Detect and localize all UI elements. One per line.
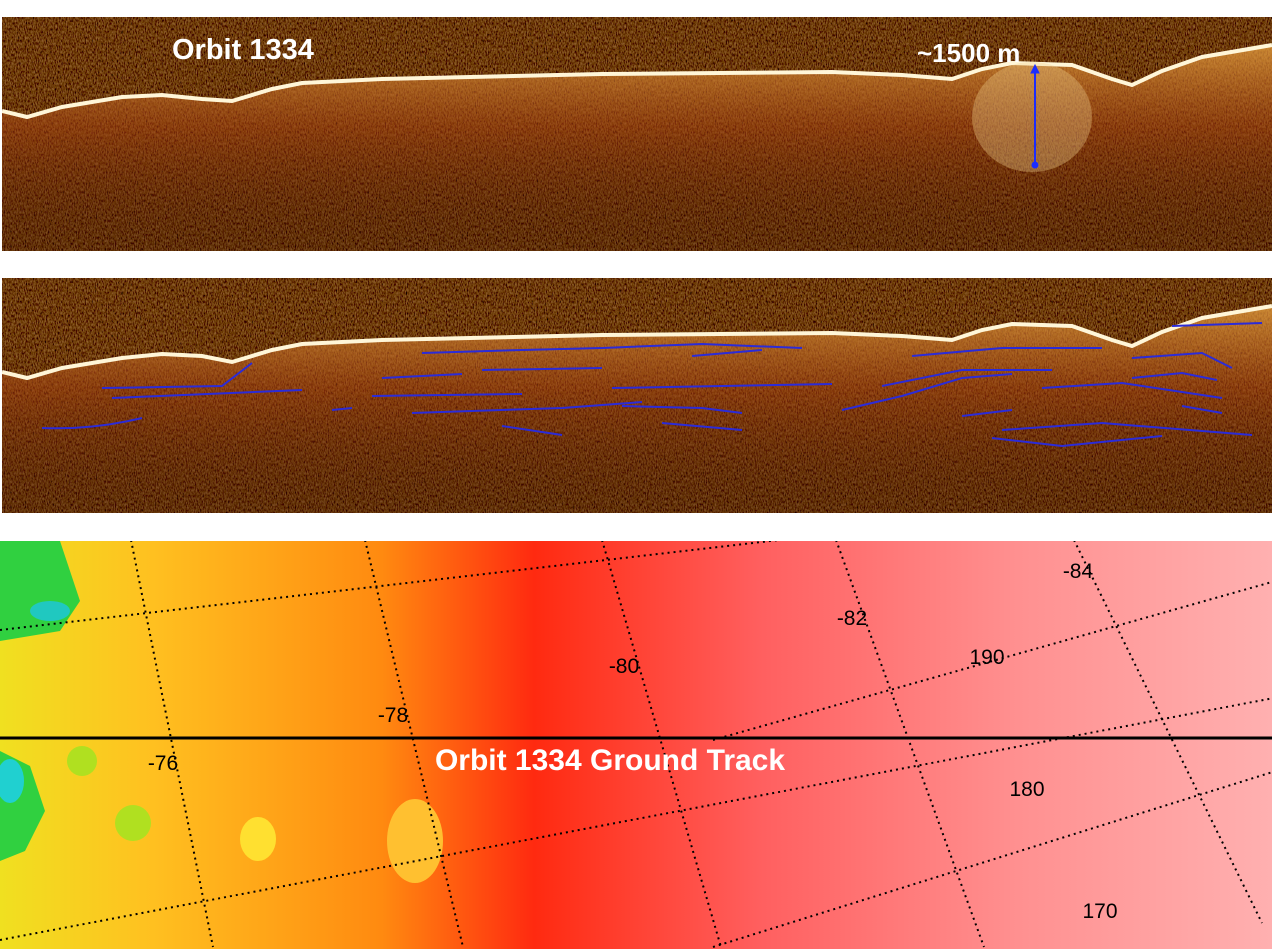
- latitude-label: -78: [378, 704, 408, 727]
- longitude-line: [712, 580, 1272, 741]
- layer-trace: [881, 369, 1052, 387]
- radargram-orbit-1334: Orbit 1334 ~1500 m: [2, 17, 1272, 251]
- latitude-label: -76: [148, 752, 178, 775]
- radargram-interpreted: [2, 278, 1272, 513]
- crater: [115, 805, 151, 841]
- latitude-line: [835, 541, 985, 948]
- layer-trace: [1131, 371, 1218, 381]
- longitude-label: 190: [969, 646, 1004, 669]
- layer-trace: [101, 362, 253, 389]
- surface-echo: [2, 304, 1272, 381]
- layer-trace: [331, 407, 353, 411]
- latitude-line: [1073, 541, 1263, 924]
- layer-trace: [841, 373, 1013, 411]
- layer-trace: [911, 347, 1102, 357]
- latitude-label: -82: [837, 607, 867, 630]
- thickness-arrow: [1030, 63, 1040, 169]
- latitude-label: -80: [609, 655, 639, 678]
- layer-trace: [1041, 381, 1223, 399]
- elevation-field: [0, 541, 1272, 949]
- crater: [67, 746, 97, 776]
- layer-trace: [611, 383, 833, 389]
- layer-trace: [1171, 322, 1263, 327]
- subsurface-echo: [2, 45, 1272, 251]
- thickness-annotation: ~1500 m: [917, 38, 1020, 68]
- layer-trace: [421, 342, 803, 354]
- longitude-label: 170: [1082, 900, 1117, 923]
- layer-trace: [481, 367, 603, 371]
- layer-trace: [1131, 351, 1233, 369]
- layer-trace: [501, 425, 563, 436]
- surface-echo: [2, 43, 1272, 120]
- layer-trace: [991, 435, 1163, 448]
- latitude-line: [364, 541, 464, 948]
- layer-trace: [381, 373, 463, 379]
- ground-track-label: Orbit 1334 Ground Track: [435, 744, 785, 777]
- layer-trace: [691, 349, 763, 357]
- layer-trace: [41, 417, 143, 430]
- bright-mound: [972, 62, 1092, 172]
- layer-trace: [621, 405, 743, 414]
- layer-trace: [1001, 421, 1253, 436]
- topographic-map: -76 -78 -80 -82 -84 170 180 190 Orbit 1334 Grou…: [0, 541, 1272, 949]
- longitude-line: [0, 697, 1272, 941]
- layer-trace: [111, 389, 303, 399]
- layer-trace: [661, 422, 743, 431]
- layer-trace: [411, 401, 643, 414]
- latitude-label: -84: [1063, 560, 1094, 583]
- layer-traces: [41, 322, 1263, 448]
- subsurface-echo: [2, 306, 1272, 513]
- longitude-label: 180: [1009, 778, 1044, 801]
- layer-trace: [1181, 405, 1223, 414]
- layer-trace: [371, 393, 523, 397]
- layer-trace: [961, 409, 1013, 417]
- orbit-label: Orbit 1334: [172, 34, 314, 66]
